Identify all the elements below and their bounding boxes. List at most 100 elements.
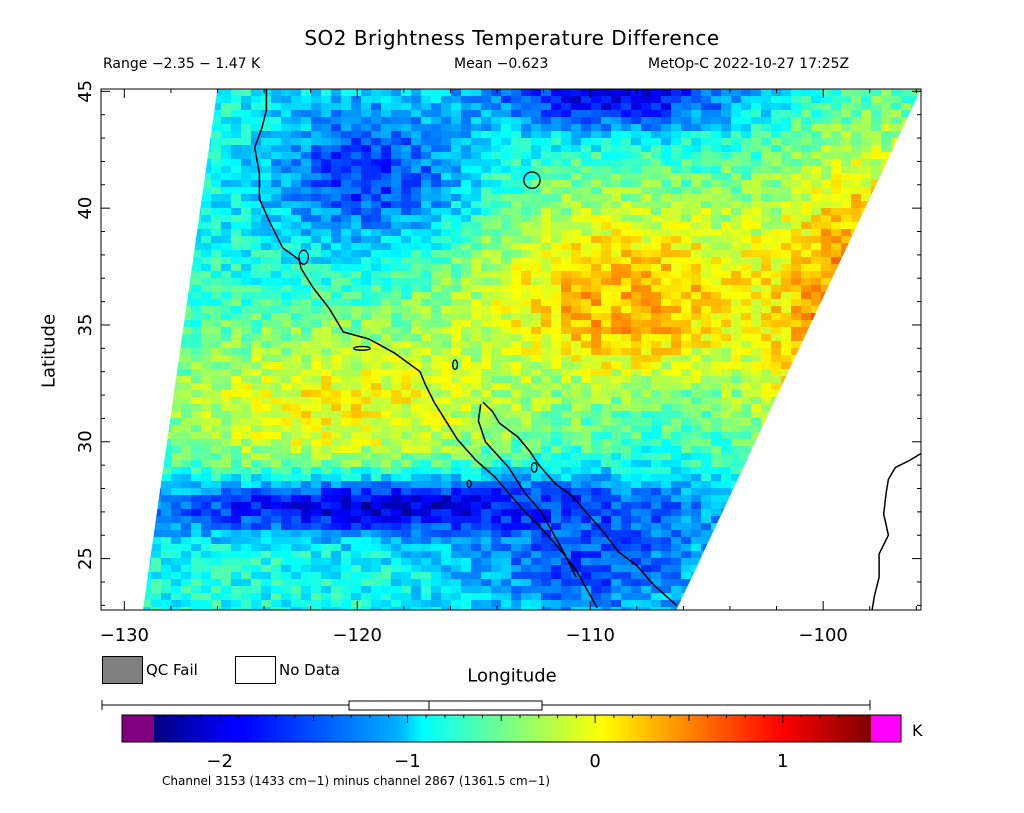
heatmap-cell (851, 131, 862, 139)
heatmap-cell (351, 341, 362, 349)
heatmap-cell (601, 453, 612, 461)
heatmap-cell (691, 397, 702, 405)
heatmap-cell (111, 313, 122, 321)
heatmap-cell (301, 201, 312, 209)
heatmap-cell (851, 481, 862, 489)
heatmap-cell (641, 215, 652, 223)
heatmap-cell (751, 446, 762, 454)
heatmap-cell (331, 495, 342, 503)
heatmap-cell (691, 201, 702, 209)
heatmap-cell (721, 264, 732, 272)
heatmap-cell (271, 222, 282, 230)
heatmap-cell (641, 264, 652, 272)
heatmap-cell (531, 509, 542, 517)
heatmap-cell (161, 369, 172, 377)
heatmap-cell (341, 474, 352, 482)
heatmap-cell (911, 502, 921, 510)
heatmap-cell (851, 159, 862, 167)
heatmap-cell (881, 306, 892, 314)
heatmap-cell (171, 397, 182, 405)
heatmap-cell (381, 418, 392, 426)
heatmap-cell (101, 488, 112, 496)
heatmap-cell (381, 278, 392, 286)
heatmap-cell (241, 425, 252, 433)
heatmap-cell (631, 460, 642, 468)
heatmap-cell (291, 348, 302, 356)
heatmap-cell (671, 509, 682, 517)
heatmap-cell (691, 362, 702, 370)
heatmap-cell (381, 460, 392, 468)
heatmap-cell (281, 131, 292, 139)
heatmap-cell (871, 278, 882, 286)
heatmap-cell (631, 166, 642, 174)
heatmap-cell (481, 418, 492, 426)
heatmap-cell (251, 348, 262, 356)
heatmap-cell (451, 383, 462, 391)
heatmap-cell (351, 250, 362, 258)
heatmap-cell (461, 236, 472, 244)
heatmap-cell (671, 257, 682, 265)
heatmap-cell (161, 236, 172, 244)
heatmap-cell (111, 320, 122, 328)
heatmap-cell (681, 404, 692, 412)
heatmap-cell (351, 180, 362, 188)
heatmap-cell (331, 124, 342, 132)
heatmap-cell (631, 383, 642, 391)
heatmap-cell (911, 383, 921, 391)
heatmap-cell (211, 495, 222, 503)
heatmap-cell (121, 348, 132, 356)
heatmap-cell (181, 187, 192, 195)
heatmap-cell (691, 509, 702, 517)
heatmap-cell (631, 159, 642, 167)
heatmap-cell (241, 460, 252, 468)
heatmap-cell (821, 439, 832, 447)
heatmap-cell (881, 425, 892, 433)
heatmap-cell (381, 243, 392, 251)
heatmap-cell (671, 124, 682, 132)
heatmap-cell (521, 243, 532, 251)
heatmap-cell (751, 509, 762, 517)
heatmap-cell (421, 222, 432, 230)
heatmap-cell (331, 453, 342, 461)
heatmap-cell (501, 243, 512, 251)
heatmap-cell (491, 96, 502, 104)
heatmap-cell (851, 103, 862, 111)
heatmap-cell (511, 257, 522, 265)
heatmap-cell (441, 488, 452, 496)
heatmap-cell (771, 439, 782, 447)
heatmap-cell (391, 201, 402, 209)
heatmap-cell (841, 327, 852, 335)
heatmap-cell (671, 236, 682, 244)
heatmap-cell (421, 152, 432, 160)
heatmap-cell (201, 481, 212, 489)
heatmap-cell (691, 418, 702, 426)
heatmap-cell (461, 145, 472, 153)
heatmap-cell (371, 110, 382, 118)
heatmap-cell (541, 313, 552, 321)
heatmap-cell (631, 355, 642, 363)
heatmap-cell (621, 362, 632, 370)
heatmap-cell (711, 495, 722, 503)
heatmap-cell (411, 166, 422, 174)
heatmap-cell (851, 236, 862, 244)
heatmap-cell (621, 117, 632, 125)
heatmap-cell (221, 488, 232, 496)
heatmap-cell (181, 509, 192, 517)
heatmap-cell (891, 320, 902, 328)
heatmap-cell (741, 320, 752, 328)
heatmap-cell (531, 362, 542, 370)
heatmap-cell (471, 96, 482, 104)
heatmap-cell (341, 292, 352, 300)
heatmap-cell (671, 348, 682, 356)
heatmap-cell (601, 208, 612, 216)
heatmap-cell (671, 488, 682, 496)
heatmap-cell (891, 222, 902, 230)
heatmap-cell (871, 299, 882, 307)
heatmap-cell (601, 278, 612, 286)
heatmap-cell (142, 194, 152, 202)
heatmap-cell (701, 495, 712, 503)
heatmap-cell (711, 271, 722, 279)
heatmap-cell (411, 397, 422, 405)
heatmap-cell (881, 180, 892, 188)
heatmap-cell (211, 257, 222, 265)
